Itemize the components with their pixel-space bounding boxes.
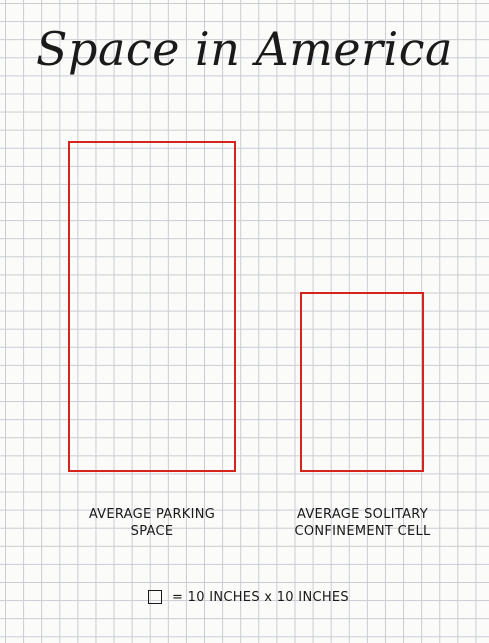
parking-space-label-line2: SPACE — [130, 524, 174, 539]
parking-space-rectangle — [68, 141, 236, 472]
parking-space-label: AVERAGE PARKING SPACE — [52, 506, 252, 540]
scale-legend: = 10 INCHES x 10 INCHES — [148, 586, 349, 608]
confinement-cell-label: AVERAGE SOLITARY CONFINEMENT CELL — [265, 506, 460, 540]
diagram-title: Space in America — [36, 22, 453, 76]
scale-legend-text: = 10 INCHES x 10 INCHES — [172, 589, 349, 605]
confinement-cell-label-line1: AVERAGE SOLITARY — [296, 507, 429, 522]
confinement-cell-rectangle — [300, 292, 424, 472]
parking-space-label-line1: AVERAGE PARKING — [88, 507, 216, 522]
confinement-cell-label-line2: CONFINEMENT CELL — [294, 524, 431, 539]
grid-square-icon — [148, 590, 162, 604]
